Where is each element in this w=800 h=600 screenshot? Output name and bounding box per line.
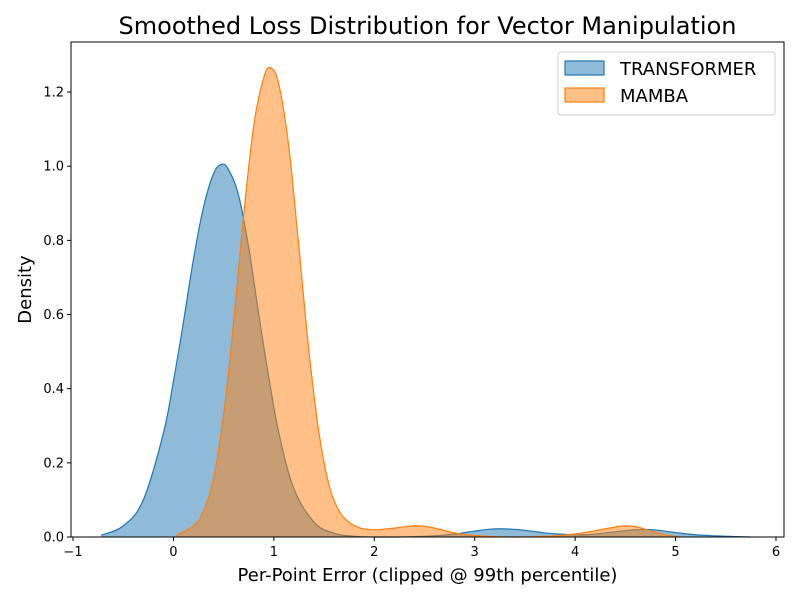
x-tick-label: 5 bbox=[671, 545, 679, 560]
y-axis-label: Density bbox=[15, 255, 36, 324]
y-tick-label: 1.2 bbox=[43, 86, 64, 101]
y-axis: 0.0 0.2 0.4 0.6 0.8 1.0 1.2 bbox=[43, 86, 71, 546]
y-tick-label: 0.4 bbox=[43, 382, 64, 397]
legend-swatch-transformer bbox=[564, 60, 605, 76]
x-tick-label: 1 bbox=[270, 545, 278, 560]
plot-frame bbox=[70, 41, 785, 538]
x-tick-label: 3 bbox=[471, 545, 479, 560]
x-axis: −1 0 1 2 3 4 5 6 bbox=[63, 537, 780, 560]
legend-label-transformer: TRANSFORMER bbox=[619, 59, 756, 80]
legend: TRANSFORMER MAMBA bbox=[557, 51, 776, 116]
series-mamba-line bbox=[176, 66, 681, 538]
x-tick-label: 4 bbox=[571, 545, 579, 560]
legend-box bbox=[557, 51, 776, 116]
y-tick-label: 0.8 bbox=[43, 234, 64, 249]
x-tick-label: 0 bbox=[169, 545, 177, 560]
y-tick-label: 0.0 bbox=[43, 531, 64, 546]
x-tick-label: 2 bbox=[370, 545, 378, 560]
series-transformer-area bbox=[101, 164, 751, 537]
x-tick-label: 6 bbox=[772, 545, 780, 560]
series-mamba-area bbox=[176, 67, 681, 537]
legend-label-mamba: MAMBA bbox=[620, 86, 689, 107]
y-tick-label: 0.6 bbox=[43, 308, 64, 323]
y-tick-label: 0.2 bbox=[43, 456, 64, 471]
chart-title: Smoothed Loss Distribution for Vector Ma… bbox=[119, 12, 737, 40]
legend-swatch-mamba bbox=[564, 87, 605, 103]
x-axis-label: Per-Point Error (clipped @ 99th percenti… bbox=[238, 565, 618, 586]
x-tick-label: −1 bbox=[63, 545, 82, 560]
y-tick-label: 1.0 bbox=[43, 160, 64, 175]
plot-areas bbox=[100, 66, 751, 538]
